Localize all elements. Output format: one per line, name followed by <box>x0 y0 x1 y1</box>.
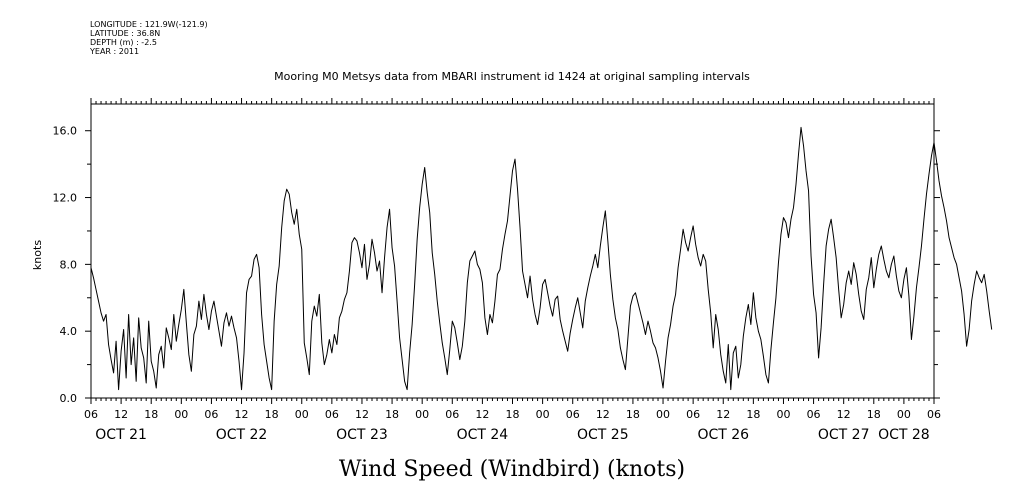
y-axis-label: knots <box>31 240 44 270</box>
latitude-label: LATITUDE : 36.8N <box>90 29 161 38</box>
series-line <box>90 126 993 391</box>
x-hour-label: 00 <box>174 408 188 421</box>
x-date-label: OCT 23 <box>336 427 388 443</box>
series-layer <box>90 126 993 391</box>
x-hour-label: 18 <box>626 408 640 421</box>
x-hour-label: 06 <box>204 408 218 421</box>
x-hour-label: 06 <box>686 408 700 421</box>
x-hour-label: 00 <box>776 408 790 421</box>
x-hour-label: 06 <box>927 408 941 421</box>
x-hour-label: 00 <box>897 408 911 421</box>
x-hour-label: 18 <box>144 408 158 421</box>
x-hour-label: 12 <box>355 408 369 421</box>
x-hour-label: 12 <box>837 408 851 421</box>
y-tick-label: 4.0 <box>60 325 78 338</box>
x-hour-label: 06 <box>445 408 459 421</box>
x-axis: 06 12 18 00 06 12 18 00 06 12 18 00 06 12 18 00 06 12 18 00… <box>84 98 941 443</box>
longitude-label: LONGITUDE : 121.9W(-121.9) <box>90 20 208 29</box>
depth-label: DEPTH (m) : -2.5 <box>90 38 157 47</box>
x-date-label: OCT 28 <box>878 427 930 443</box>
chart-subtitle: Wind Speed (Windbird) (knots) <box>339 457 685 482</box>
metadata-block: LONGITUDE : 121.9W(-121.9) LATITUDE : 36… <box>90 20 208 56</box>
y-tick-label: 0.0 <box>60 392 78 405</box>
x-hour-label: 18 <box>265 408 279 421</box>
x-hour-label: 00 <box>295 408 309 421</box>
x-date-label: OCT 24 <box>457 427 509 443</box>
y-tick-label: 8.0 <box>60 258 78 271</box>
x-hour-label: 18 <box>385 408 399 421</box>
x-hour-label: 12 <box>596 408 610 421</box>
year-label: YEAR : 2011 <box>90 47 140 56</box>
x-hour-label: 18 <box>867 408 881 421</box>
x-hour-label: 12 <box>475 408 489 421</box>
x-date-label: OCT 25 <box>577 427 629 443</box>
x-hour-label: 06 <box>84 408 98 421</box>
x-hour-label: 12 <box>114 408 128 421</box>
x-hour-label: 12 <box>716 408 730 421</box>
x-date-label: OCT 27 <box>818 427 870 443</box>
plot-frame <box>90 103 935 399</box>
x-hour-label: 06 <box>566 408 580 421</box>
x-hour-label: 12 <box>235 408 249 421</box>
x-hour-label: 00 <box>656 408 670 421</box>
x-hour-label: 06 <box>325 408 339 421</box>
chart-title: Mooring M0 Metsys data from MBARI instru… <box>274 70 750 83</box>
x-hour-label: 18 <box>506 408 520 421</box>
x-date-label: OCT 21 <box>95 427 147 443</box>
x-hour-label: 18 <box>746 408 760 421</box>
x-date-label: OCT 22 <box>216 427 268 443</box>
x-hour-label: 00 <box>415 408 429 421</box>
x-hour-label: 00 <box>536 408 550 421</box>
y-axis: 0.0 4.0 8.0 12.0 16.0 <box>53 125 940 405</box>
x-hour-label: 06 <box>807 408 821 421</box>
y-tick-label: 16.0 <box>53 125 78 138</box>
y-tick-label: 12.0 <box>53 192 78 205</box>
x-date-label: OCT 26 <box>697 427 749 443</box>
